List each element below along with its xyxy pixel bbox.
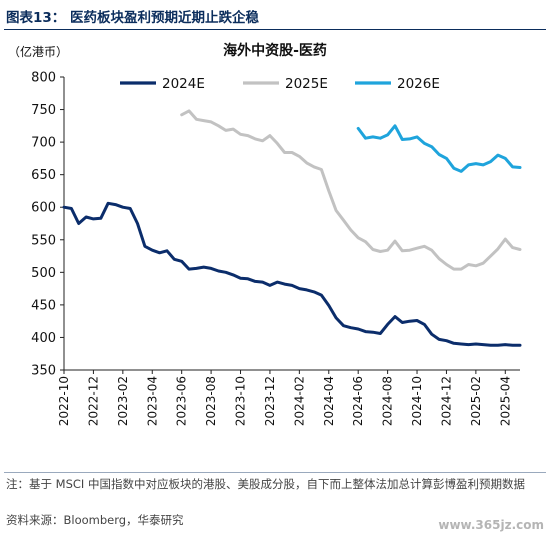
series-lines xyxy=(62,109,522,347)
y-tick-label: 400 xyxy=(31,331,56,346)
footnote: 注：基于 MSCI 中国指数中对应板块的港股、美股成分股，自下而上整体法加总计算… xyxy=(6,477,525,491)
y-tick-label: 700 xyxy=(31,136,56,151)
y-tick-label: 450 xyxy=(31,298,56,313)
x-tick-label: 2022-12 xyxy=(86,376,100,426)
x-tick-label: 2023-06 xyxy=(175,376,189,426)
x-tick-label: 2023-12 xyxy=(263,376,277,426)
figure-title: 图表13： 医药板块盈利预期近期止跌企稳 xyxy=(6,10,259,26)
y-tick-label: 550 xyxy=(31,233,56,248)
legend-label-2025E: 2025E xyxy=(285,76,328,92)
axes: 350 400 450 500 550 600 650 700 750 800 2022-10 202… xyxy=(31,71,520,426)
legend-label-2026E: 2026E xyxy=(397,76,440,92)
x-tick-label: 2024-08 xyxy=(381,376,395,426)
source-line: 资料来源：Bloomberg，华泰研究 xyxy=(6,513,184,527)
chart-title: 海外中资股-医药 xyxy=(223,42,327,59)
x-tick-label: 2024-06 xyxy=(351,376,365,426)
legend: 2024E 2025E 2026E xyxy=(120,76,440,92)
series-line-2026E xyxy=(356,124,522,173)
footer-rule xyxy=(4,472,546,473)
x-tick-label: 2023-04 xyxy=(145,376,159,426)
x-tick-label: 2023-02 xyxy=(116,376,130,426)
title-rule xyxy=(4,29,546,30)
x-tick-label: 2022-10 xyxy=(57,376,71,426)
x-tick-label: 2024-12 xyxy=(439,376,453,426)
watermark: www.365jz.com xyxy=(438,518,544,532)
x-tick-label: 2023-10 xyxy=(234,376,248,426)
y-tick-label: 650 xyxy=(31,168,56,183)
y-tick-label: 600 xyxy=(31,201,56,216)
x-tick-label: 2025-04 xyxy=(498,376,512,426)
y-axis-unit-label: （亿港币） xyxy=(8,44,68,59)
x-tick-label: 2024-02 xyxy=(292,376,306,426)
series-line-2024E xyxy=(62,201,522,347)
series-line-2025E xyxy=(180,109,522,271)
line-chart: 海外中资股-医药 （亿港币） 2024E 2025E 2026E 350 400 450… xyxy=(8,42,522,426)
y-tick-label: 500 xyxy=(31,266,56,281)
y-tick-label: 750 xyxy=(31,103,56,118)
legend-label-2024E: 2024E xyxy=(162,76,205,92)
y-tick-label: 350 xyxy=(31,364,56,379)
y-tick-label: 800 xyxy=(31,71,56,86)
x-tick-label: 2024-10 xyxy=(410,376,424,426)
x-tick-label: 2023-08 xyxy=(204,376,218,426)
x-tick-label: 2025-02 xyxy=(469,376,483,426)
x-tick-label: 2024-04 xyxy=(322,376,336,426)
